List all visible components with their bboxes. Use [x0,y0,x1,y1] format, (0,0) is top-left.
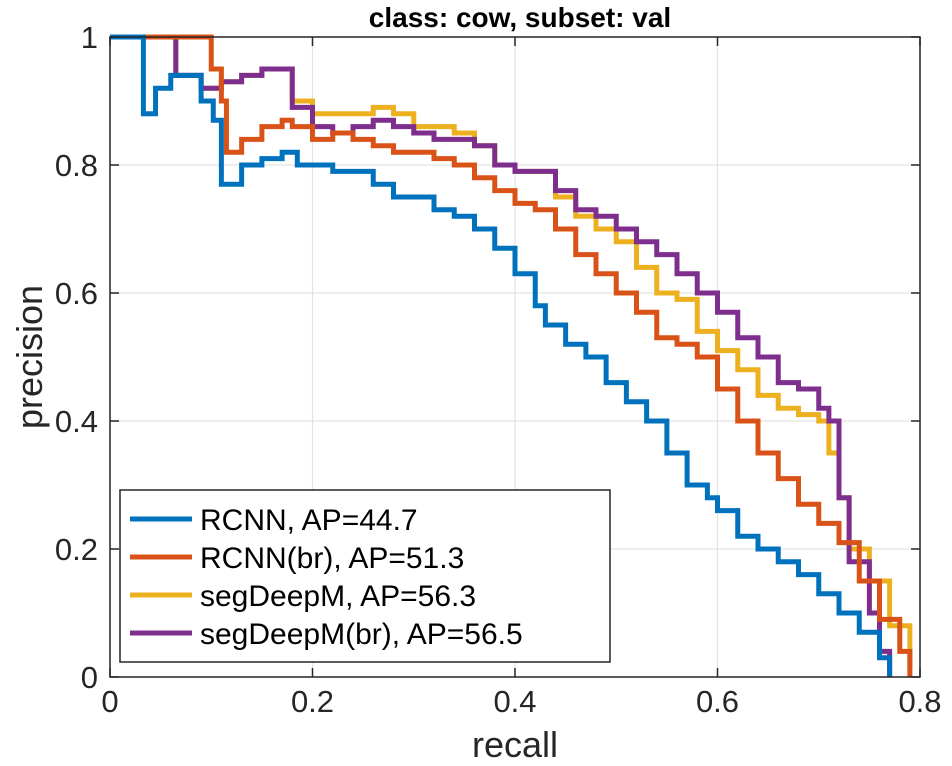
x-tick-label: 0.4 [493,684,536,719]
series-layer [110,34,913,677]
legend-entry: segDeepM(br), AP=56.5 [200,618,523,651]
series-line-rcnn-br [110,34,913,677]
series-line-rcnn [110,34,893,677]
y-axis-label: precision [9,285,50,429]
x-tick-label: 0.2 [291,684,334,719]
y-tick-label: 1 [81,20,98,55]
legend-entry: segDeepM, AP=56.3 [200,580,476,613]
legend-entry: RCNN, AP=44.7 [200,504,418,537]
chart-title: class: cow, subset: val [369,2,671,33]
ticks: 0 0.2 0.4 0.6 0.8 0 0.2 0.4 0.6 0.8 1 [55,20,942,719]
y-tick-label: 0.4 [55,404,98,439]
legend-entry: RCNN(br), AP=51.3 [200,542,464,575]
legend-box [119,489,611,663]
legend: RCNN, AP=44.7 RCNN(br), AP=51.3 segDeepM, … [119,489,611,663]
series-line-segdeepm-br [110,34,893,677]
y-tick-label: 0.6 [55,276,98,311]
y-tick-label: 0.2 [55,532,98,567]
y-tick-label: 0.8 [55,148,98,183]
x-tick-label: 0.8 [898,684,941,719]
x-axis-label: recall [472,724,558,765]
x-tick-label: 0 [101,684,118,719]
x-tick-label: 0.6 [696,684,739,719]
y-tick-label: 0 [81,660,98,695]
